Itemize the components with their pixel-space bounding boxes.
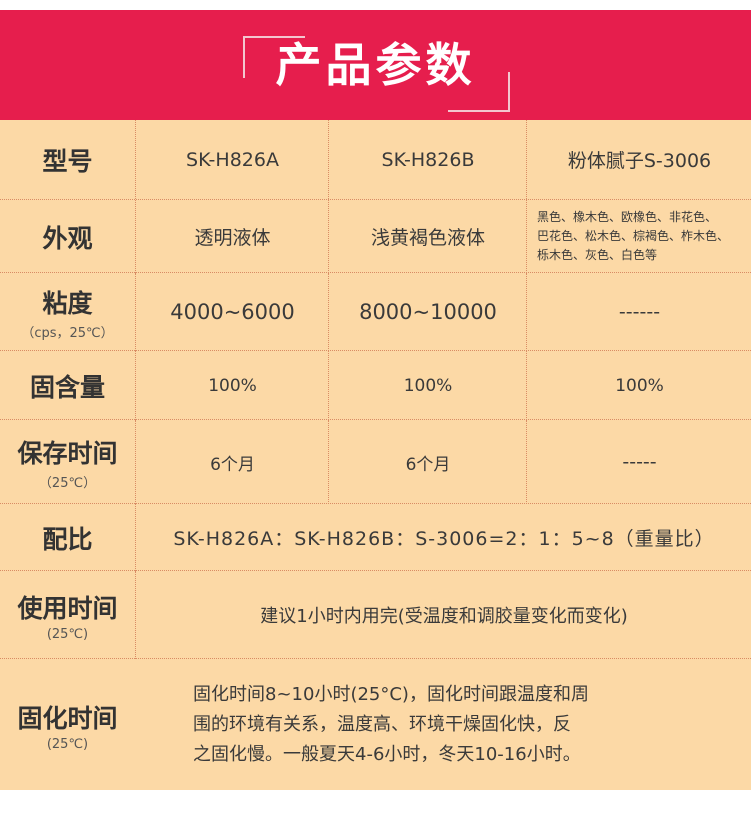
row-sublabel: （cps，25℃） [21,325,114,341]
cell-value: 4000~6000 [170,300,295,324]
paragraph-line: 之固化慢。一般夏天4-6小时，冬天10-16小时。 [193,744,581,765]
page-title: 产品参数 [275,38,476,92]
row-sublabel: (25℃) [46,626,89,642]
table-row-appearance: 外观 透明液体 浅黄褐色液体 黑色、橡木色、欧橡色、非花色、 巴花色、松木色、棕… [0,199,751,273]
table-row-viscosity: 粘度 （cps，25℃） 4000~6000 8000~10000 ------ [0,272,751,351]
row-label: 外观 [42,223,93,253]
cell-value: ----- [622,451,657,473]
row-sublabel: （25℃） [38,475,97,491]
cell-value: SK-H826B [381,148,475,171]
color-list-line: 黑色、橡木色、欧橡色、非花色、 [537,210,718,224]
row-label: 使用时间 [17,593,118,623]
paragraph-line: 围的环境有关系，温度高、环境干燥固化快，反 [193,714,571,735]
cell-value: 100% [208,375,257,396]
row-label: 固含量 [29,372,105,402]
cell-value: ------ [618,301,661,323]
row-label: 型号 [42,146,93,176]
row-label: 保存时间 [17,438,118,468]
table-row-pot-life: 使用时间 (25℃) 建议1小时内用完(受温度和调胶量变化而变化) [0,570,751,659]
bracket-decoration [243,36,305,78]
parameter-table: 型号 SK-H826A SK-H826B 粉体腻子S-3006 外观 透明液体 … [0,120,751,790]
color-list-line: 栎木色、灰色、白色等 [537,248,658,262]
cell-value: 100% [615,375,664,396]
cell-value: 100% [403,375,453,396]
table-row-model: 型号 SK-H826A SK-H826B 粉体腻子S-3006 [0,120,751,199]
cell-value: 建议1小时内用完(受温度和调胶量变化而变化) [260,606,628,627]
cell-value: SK-H826A [186,148,279,171]
row-sublabel: (25℃) [46,736,89,752]
header-banner: 产品参数 [0,10,751,120]
table-row-solid-content: 固含量 100% 100% 100% [0,350,751,420]
cell-value: 8000~10000 [359,300,497,324]
cell-value: 6个月 [405,454,451,475]
paragraph-line: 固化时间8~10小时(25°C)，固化时间跟温度和周 [193,684,589,705]
cell-value: 透明液体 [194,227,271,249]
cell-value: 粉体腻子S-3006 [567,150,712,172]
cell-value: 6个月 [210,454,255,475]
cell-value: SK-H826A：SK-H826B：S-3006=2：1：5~8（重量比） [173,528,715,550]
row-label: 配比 [42,524,93,554]
table-row-shelf-life: 保存时间 （25℃） 6个月 6个月 ----- [0,419,751,504]
row-label: 粘度 [42,288,93,318]
table-row-ratio: 配比 SK-H826A：SK-H826B：S-3006=2：1：5~8（重量比） [0,503,751,571]
color-list-line: 巴花色、松木色、棕褐色、柞木色、 [537,229,730,243]
row-label: 固化时间 [17,703,118,733]
bracket-decoration [448,72,510,112]
table-row-curing-time: 固化时间 (25℃) 固化时间8~10小时(25°C)，固化时间跟温度和周 围的环… [0,658,751,791]
cell-value: 浅黄褐色液体 [370,227,485,249]
